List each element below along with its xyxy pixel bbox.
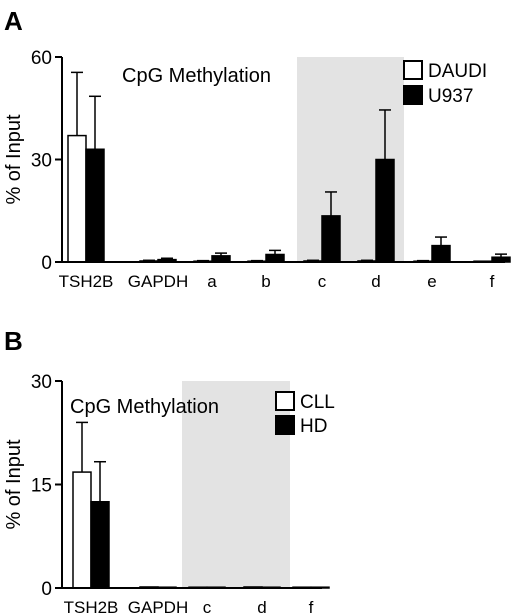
legend-label-hd: HD bbox=[300, 416, 327, 437]
legend-label-u937: U937 bbox=[428, 86, 473, 107]
y-tick-label: 30 bbox=[31, 151, 52, 172]
x-tick-label: TSH2B bbox=[59, 272, 114, 291]
panel-letter: B bbox=[4, 326, 23, 356]
x-tick-label: d bbox=[371, 272, 380, 291]
chart-panel-a: A 0 30 60 TSH2B GAPDH a b c d e f % of Input CpG Meth… bbox=[3, 6, 511, 291]
x-tick-label: a bbox=[207, 272, 217, 291]
y-tick-label: 60 bbox=[31, 48, 52, 69]
bar-daudi-tsh2b bbox=[67, 134, 87, 263]
chart-title: CpG Methylation bbox=[122, 65, 271, 87]
legend-label-daudi: DAUDI bbox=[428, 61, 487, 82]
legend-swatch-hd bbox=[275, 415, 295, 435]
legend-swatch-cll bbox=[275, 391, 295, 411]
x-tick-label: TSH2B bbox=[64, 598, 119, 616]
bar-cll-tsh2b bbox=[72, 471, 92, 589]
bar-hd-tsh2b bbox=[90, 501, 110, 589]
x-tick-label: e bbox=[427, 272, 436, 291]
x-tick-label: GAPDH bbox=[128, 272, 188, 291]
bar-u937-b bbox=[265, 253, 285, 263]
bar-u937-tsh2b bbox=[85, 148, 105, 263]
chart-panel-b: B 0 15 30 TSH2B GAPDH c d f % of Input CpG Methyla… bbox=[3, 326, 335, 616]
x-tick-label: f bbox=[309, 598, 314, 616]
bar-u937-d bbox=[375, 158, 395, 263]
legend-swatch-daudi bbox=[403, 60, 423, 80]
y-axis-label: % of Input bbox=[3, 439, 25, 530]
y-tick-label: 0 bbox=[41, 579, 52, 600]
y-tick-label: 30 bbox=[31, 372, 52, 393]
y-tick-label: 0 bbox=[41, 253, 52, 274]
legend-swatch-u937 bbox=[403, 85, 423, 105]
x-tick-label: c bbox=[318, 272, 327, 291]
chart-title: CpG Methylation bbox=[70, 396, 219, 418]
x-tick-label: GAPDH bbox=[128, 598, 188, 616]
x-tick-label: c bbox=[203, 598, 212, 616]
x-tick-label: b bbox=[261, 272, 270, 291]
bar-u937-c bbox=[321, 215, 341, 263]
y-tick-label: 15 bbox=[31, 476, 52, 497]
legend-label-cll: CLL bbox=[300, 392, 335, 413]
y-axis-label: % of Input bbox=[3, 114, 25, 205]
panel-letter: A bbox=[4, 6, 23, 36]
x-tick-label: f bbox=[490, 272, 495, 291]
highlight-band bbox=[182, 381, 290, 588]
x-tick-label: d bbox=[257, 598, 266, 616]
bar-u937-e bbox=[431, 244, 451, 263]
